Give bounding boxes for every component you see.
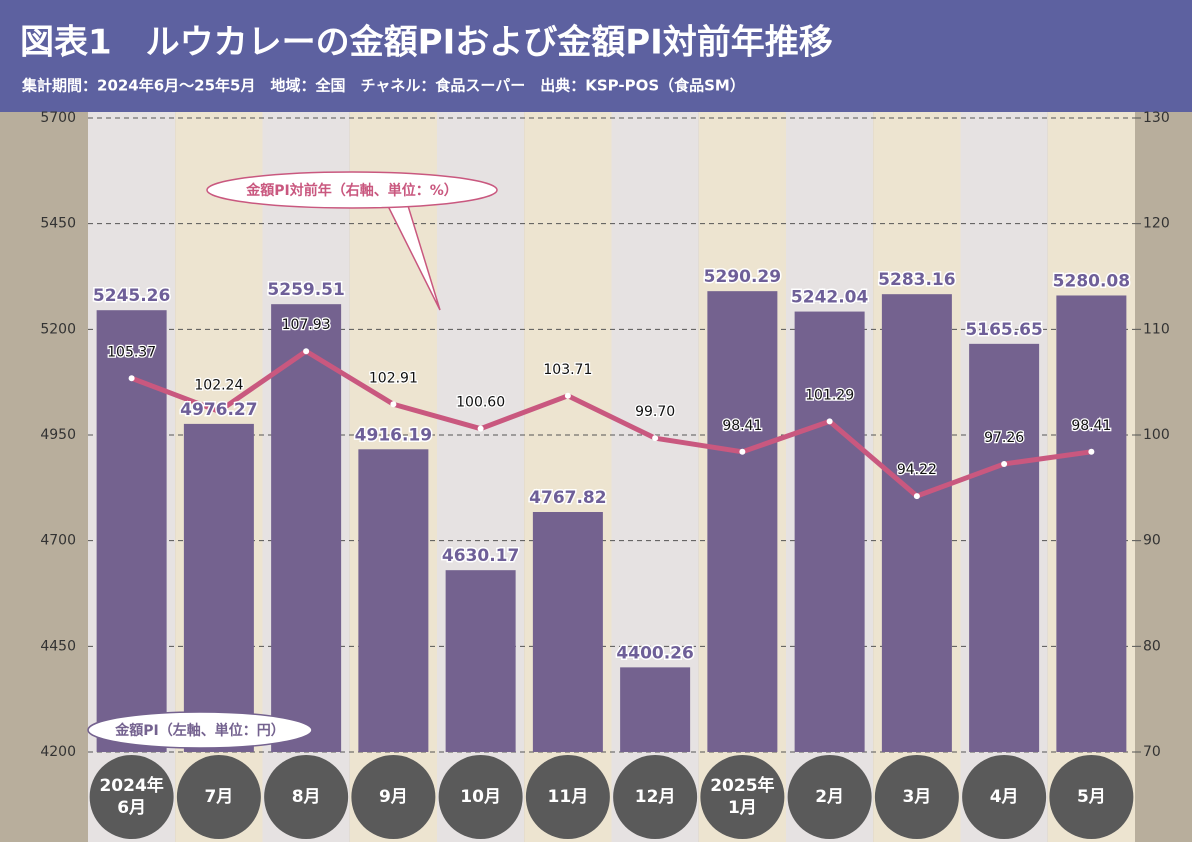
bar-value-label: 5242.04 bbox=[791, 288, 869, 308]
category-badge bbox=[176, 755, 261, 839]
callout-cover bbox=[385, 196, 405, 204]
y-tick-label: 5200 bbox=[40, 321, 76, 337]
bar bbox=[620, 667, 691, 752]
category-badge bbox=[962, 755, 1047, 839]
category-badge bbox=[89, 755, 174, 839]
x-tick-label: 5月 bbox=[1077, 787, 1106, 807]
line-point bbox=[652, 435, 659, 442]
line-value-label: 98.41 bbox=[722, 418, 762, 434]
y2-tick-label: 120 bbox=[1143, 216, 1170, 232]
line-point bbox=[390, 401, 397, 408]
bar-value-label: 5280.08 bbox=[1053, 271, 1130, 291]
line-point bbox=[1088, 448, 1095, 455]
category-badge bbox=[438, 755, 523, 839]
callout bbox=[206, 171, 498, 209]
bar bbox=[532, 512, 603, 752]
line-value-label: 98.41 bbox=[1071, 418, 1111, 434]
category-badge bbox=[525, 755, 610, 839]
bar bbox=[445, 570, 516, 752]
line-point bbox=[564, 392, 571, 399]
line-point bbox=[1001, 460, 1008, 467]
category-badge bbox=[351, 755, 436, 839]
category-badge bbox=[700, 755, 785, 839]
y2-tick-label: 90 bbox=[1143, 533, 1161, 549]
line-value-label: 105.37 bbox=[107, 344, 156, 360]
line-point bbox=[826, 418, 833, 425]
x-tick-label: 7月 bbox=[204, 787, 233, 807]
y-tick-label: 4700 bbox=[40, 533, 76, 549]
y2-tick-label: 130 bbox=[1143, 110, 1170, 126]
category-badge bbox=[613, 755, 698, 839]
header bbox=[0, 0, 1192, 112]
x-tick-label: 8月 bbox=[292, 787, 321, 807]
bar-value-label: 4916.19 bbox=[355, 425, 432, 445]
x-tick-label: 4月 bbox=[990, 787, 1019, 807]
legend-label: 金額PI（左軸、単位：円） bbox=[114, 722, 284, 739]
bar bbox=[271, 304, 342, 752]
y-tick-label: 4200 bbox=[40, 744, 76, 760]
category-badge bbox=[264, 755, 349, 839]
x-tick-label: 3月 bbox=[902, 787, 931, 807]
line-point bbox=[215, 408, 222, 415]
category-badge bbox=[874, 755, 959, 839]
bar bbox=[969, 343, 1040, 752]
x-tick-label: 12月 bbox=[635, 787, 676, 807]
line-value-label: 101.29 bbox=[805, 387, 854, 403]
x-tick-label: 9月 bbox=[379, 787, 408, 807]
line-point bbox=[739, 448, 746, 455]
bar bbox=[183, 423, 254, 752]
bar-value-label: 5259.51 bbox=[267, 280, 344, 300]
line-value-label: 97.26 bbox=[984, 430, 1024, 446]
bar bbox=[358, 449, 429, 752]
line-point bbox=[913, 493, 920, 500]
bar-value-label: 5245.26 bbox=[93, 286, 170, 306]
chart-subtitle: 集計期間：2024年6月～25年5月 地域：全国 チャネル：食品スーパー 出典：… bbox=[21, 77, 745, 95]
y2-tick-label: 80 bbox=[1143, 638, 1161, 654]
legend-label: 金額PI対前年（右軸、単位：%） bbox=[245, 182, 458, 199]
category-badge bbox=[1049, 755, 1134, 839]
line-value-label: 102.91 bbox=[369, 370, 418, 386]
y-tick-label: 5700 bbox=[40, 110, 76, 126]
chart-title: 図表1 ルウカレーの金額PIおよび金額PI対前年推移 bbox=[20, 23, 833, 63]
bar-value-label: 4400.26 bbox=[616, 643, 693, 663]
line-value-label: 103.71 bbox=[543, 362, 592, 378]
line-value-label: 102.24 bbox=[194, 377, 243, 393]
bar bbox=[881, 294, 952, 752]
x-tick-label: 2024年 6月 bbox=[99, 775, 163, 818]
line-point bbox=[477, 425, 484, 432]
y-tick-label: 4950 bbox=[40, 427, 76, 443]
y-tick-label: 5450 bbox=[40, 216, 76, 232]
bar-value-label: 5283.16 bbox=[878, 270, 955, 290]
bar-value-label: 4630.17 bbox=[442, 546, 519, 566]
x-tick-label: 10月 bbox=[460, 787, 501, 807]
callout bbox=[87, 711, 313, 749]
x-tick-label: 2025年 1月 bbox=[710, 775, 774, 818]
bar-value-label: 4976.27 bbox=[180, 400, 257, 420]
line bbox=[130, 348, 1092, 499]
bar-value-label: 5165.65 bbox=[965, 320, 1042, 340]
category-badge bbox=[787, 755, 872, 839]
bar bbox=[707, 291, 778, 752]
bar-value-label: 5290.29 bbox=[704, 267, 781, 287]
y2-tick-label: 100 bbox=[1143, 427, 1170, 443]
line-value-label: 99.70 bbox=[635, 404, 675, 420]
line-point bbox=[303, 348, 310, 355]
x-tick-label: 2月 bbox=[815, 787, 844, 807]
x-tick-label: 11月 bbox=[548, 787, 589, 807]
line-value-label: 100.60 bbox=[456, 395, 505, 411]
bar-value-label: 4767.82 bbox=[529, 488, 606, 508]
line-value-label: 107.93 bbox=[282, 317, 331, 333]
y2-tick-label: 70 bbox=[1143, 744, 1161, 760]
bar bbox=[1056, 295, 1127, 752]
y-tick-label: 4450 bbox=[40, 638, 76, 654]
bar bbox=[794, 311, 865, 752]
y2-tick-label: 110 bbox=[1143, 321, 1170, 337]
bar bbox=[96, 310, 167, 752]
line-point bbox=[128, 375, 135, 382]
line-value-label: 94.22 bbox=[897, 462, 937, 478]
